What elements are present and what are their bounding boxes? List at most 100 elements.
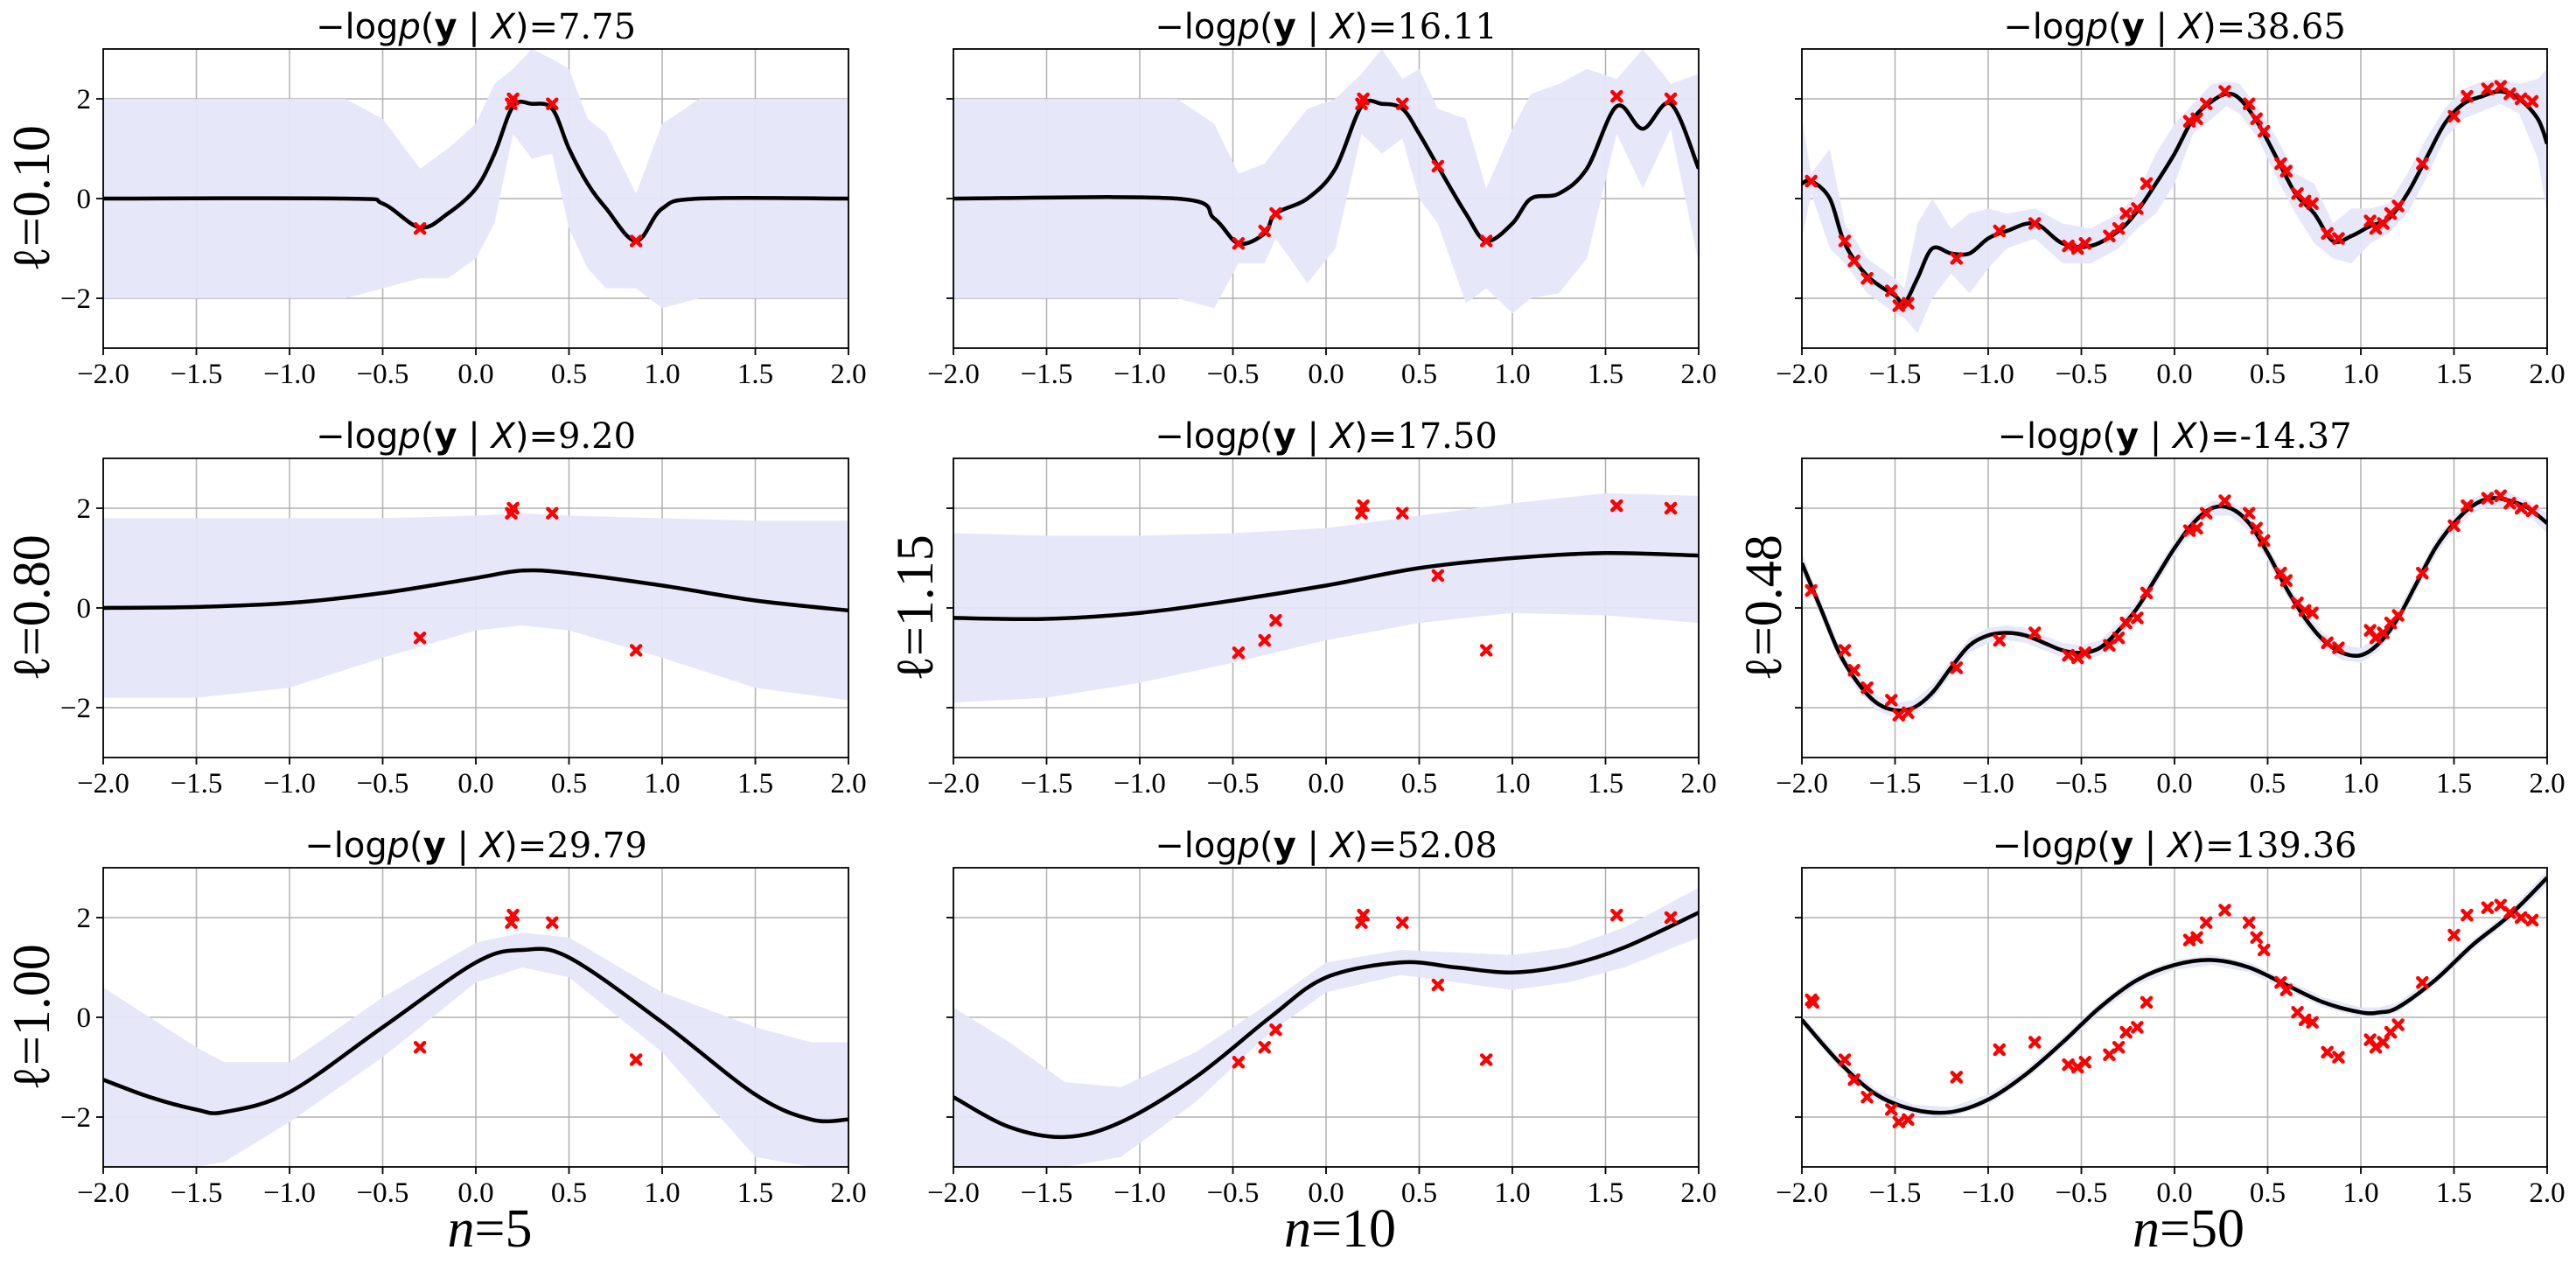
data-point (2257, 943, 2271, 957)
x-tick-label: −0.5 (2056, 768, 2108, 800)
observations (413, 908, 643, 1066)
x-tick-label: 1.5 (2436, 359, 2472, 390)
data-point (2062, 648, 2075, 662)
data-point (546, 506, 559, 520)
x-tick-label: 1.0 (2342, 768, 2378, 800)
x-tick-label: −2.0 (927, 768, 980, 800)
data-point (2447, 519, 2461, 533)
data-point (2140, 995, 2154, 1009)
x-tick-label: 1.5 (2436, 1177, 2472, 1209)
data-point (1892, 299, 1906, 312)
data-point (2332, 232, 2345, 245)
x-tick-label: −0.5 (2056, 359, 2108, 390)
data-point (2377, 1036, 2390, 1049)
data-point (629, 644, 643, 657)
x-tick-label: 1.0 (644, 359, 680, 390)
x-tick-label: −1.5 (171, 359, 223, 390)
x-tick-label: 2.0 (830, 1177, 866, 1209)
data-point (2514, 92, 2528, 106)
data-point (2257, 124, 2271, 138)
y-tick-label: 0 (77, 1002, 92, 1034)
data-point (2140, 177, 2154, 191)
x-tick-label: 1.5 (737, 1177, 773, 1209)
subplot-title: −logp(y | X)=38.65 (2003, 7, 2346, 47)
data-point (2321, 636, 2334, 650)
data-point (2461, 499, 2474, 513)
confidence-band (103, 932, 848, 1167)
confidence-band (953, 887, 1699, 1167)
data-point (2112, 631, 2126, 645)
data-point (2119, 206, 2133, 220)
data-point (1396, 506, 1409, 520)
data-point (2112, 1040, 2126, 1054)
y-tick-label: −2 (60, 283, 91, 315)
data-point (1357, 908, 1370, 922)
subplot-title: −logp(y | X)=139.36 (1993, 826, 2357, 866)
x-tick-label: −0.5 (357, 1177, 409, 1209)
data-point (2028, 1036, 2042, 1049)
x-tick-label: −1.0 (263, 1177, 316, 1209)
data-point (2140, 586, 2154, 600)
data-point (1396, 97, 1409, 110)
data-point (1847, 664, 1860, 677)
data-point (1838, 644, 1852, 657)
data-point (1431, 569, 1445, 583)
data-point (546, 97, 559, 110)
data-point (506, 92, 520, 106)
x-tick-label: 1.0 (644, 1177, 680, 1209)
data-point (1269, 1023, 1282, 1037)
x-tick-label: 0.0 (2156, 359, 2192, 390)
data-point (1610, 89, 1623, 103)
data-point (1902, 1113, 1915, 1127)
data-point (2481, 901, 2495, 914)
data-point (2250, 521, 2263, 535)
data-point (1838, 234, 1852, 248)
data-point (1479, 644, 1493, 657)
data-point (1993, 1043, 2007, 1057)
data-point (629, 1053, 643, 1066)
y-tick-label: 0 (77, 593, 92, 625)
data-point (1431, 978, 1445, 992)
data-point (2199, 916, 2213, 929)
x-tick-label: −1.5 (1869, 359, 1922, 390)
subplot-title: −logp(y | X)=29.79 (304, 826, 647, 866)
y-tick-label: −2 (60, 693, 91, 724)
x-tick-label: 1.5 (2436, 768, 2472, 800)
data-point (2279, 164, 2293, 178)
data-point (2306, 197, 2319, 210)
column-label-n5: n=5 (448, 1199, 533, 1259)
x-tick-label: 1.0 (1494, 768, 1530, 800)
data-point (2279, 983, 2293, 996)
x-tick-label: −1.0 (1962, 768, 2014, 800)
data-point (413, 221, 427, 235)
data-point (1269, 206, 1282, 220)
data-point (1431, 159, 1445, 173)
data-point (1860, 681, 1874, 695)
x-tick-label: −0.5 (2056, 1177, 2108, 1209)
x-tick-label: 2.0 (2529, 1177, 2565, 1209)
x-tick-label: 0.0 (1308, 359, 1344, 390)
mean-curve (953, 911, 1699, 1140)
data-point (1258, 633, 1271, 647)
x-tick-label: −2.0 (77, 359, 129, 390)
data-point (2391, 609, 2405, 622)
mean-curve (103, 946, 848, 1124)
y-tick-label: 0 (77, 184, 92, 215)
data-point (2514, 911, 2528, 925)
data-point (1806, 995, 1820, 1009)
grid (1801, 868, 2548, 1167)
column-label-n50: n=50 (2133, 1199, 2244, 1259)
x-tick-label: 1.5 (737, 359, 773, 390)
data-point (2078, 646, 2092, 660)
data-point (1884, 284, 1898, 297)
row-label: ℓ=0.48 (1735, 534, 1792, 681)
x-tick-label: −2.0 (927, 359, 980, 390)
subplot-r1-c0: −2.0 −1.5 −1.0 −0.5 0.0 0.5 1.0 1.5 2.0 −2 0 2 −logp… (3, 416, 867, 800)
data-point (413, 631, 427, 645)
x-tick-label: −0.5 (357, 768, 409, 800)
data-point (2131, 1021, 2144, 1034)
y-tick-label: −2 (60, 1102, 91, 1134)
subplot-r0-c0: −2.0 −1.5 −1.0 −0.5 0.0 0.5 1.0 1.5 2.0 −2 0 2 −logp… (3, 7, 867, 390)
data-point (1479, 234, 1493, 248)
confidence-band (103, 513, 848, 701)
